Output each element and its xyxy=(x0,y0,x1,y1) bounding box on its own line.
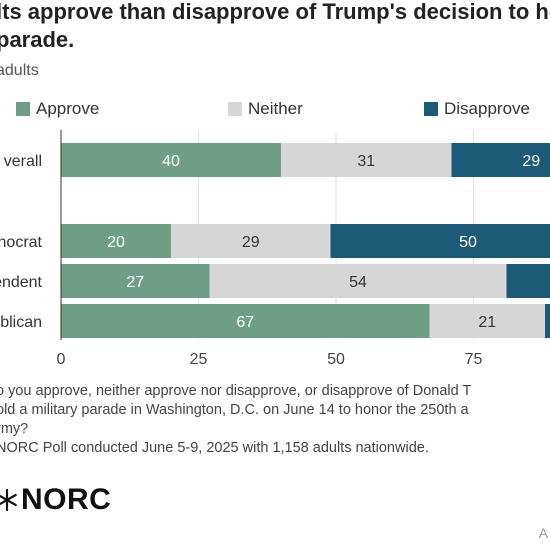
legend-swatch-disapprove xyxy=(424,102,438,116)
question-text: o you approve, neither approve nor disap… xyxy=(0,383,472,437)
x-tick-label-25: 25 xyxy=(190,351,208,368)
bar-neither-3 xyxy=(429,304,545,338)
bar-disapprove-2 xyxy=(506,264,550,298)
data-label-neither-2: 54 xyxy=(349,274,367,291)
category-label-0: verall xyxy=(4,153,42,170)
category-label-3: blican xyxy=(0,314,42,331)
bar-neither-2 xyxy=(209,264,507,298)
legend-item-neither: Neither xyxy=(228,97,303,121)
source-text: NORC Poll conducted June 5-9, 2025 with … xyxy=(0,440,429,456)
data-label-approve-1: 20 xyxy=(107,234,125,251)
data-label-approve-2: 27 xyxy=(126,274,144,291)
data-label-disapprove-1: 50 xyxy=(459,234,477,251)
legend-swatch-neither xyxy=(228,102,242,116)
data-label-approve-0: 40 xyxy=(162,153,180,170)
x-tick-label-0: 0 xyxy=(57,351,66,368)
x-tick-label-50: 50 xyxy=(327,351,345,368)
legend-label-disapprove: Disapprove xyxy=(444,99,530,118)
legend: Approve Neither Disapprove xyxy=(0,97,550,121)
stacked-bar-chart: 40 31 29 verall 20 29 50 nocrat 27 54 endent 67 21 bl… xyxy=(0,130,550,368)
data-label-neither-3: 21 xyxy=(478,314,496,331)
legend-item-approve: Approve xyxy=(16,97,99,121)
category-label-1: nocrat xyxy=(0,234,43,251)
legend-swatch-approve xyxy=(16,102,30,116)
bar-neither-1 xyxy=(171,224,331,258)
logo-wordmark: NORC xyxy=(21,483,112,516)
x-tick-label-75: 75 xyxy=(465,351,483,368)
chart-subtitle: adults xyxy=(0,62,39,79)
legend-label-neither: Neither xyxy=(248,99,303,118)
bar-disapprove-3 xyxy=(545,304,550,338)
category-label-2: endent xyxy=(0,274,43,291)
data-label-approve-3: 67 xyxy=(236,314,254,331)
data-label-neither-0: 31 xyxy=(357,153,375,170)
norc-star-icon xyxy=(0,489,17,511)
chart-title: lts approve than disapprove of Trump's d… xyxy=(0,0,550,52)
bar-neither-0 xyxy=(281,143,452,177)
bar-approve-2 xyxy=(61,264,210,298)
data-label-neither-1: 29 xyxy=(242,234,260,251)
bar-approve-0 xyxy=(61,143,281,177)
bar-approve-1 xyxy=(61,224,171,258)
bar-disapprove-0 xyxy=(451,143,550,177)
bar-approve-3 xyxy=(61,304,430,338)
legend-item-disapprove: Disapprove xyxy=(424,97,530,121)
chart-notes: o you approve, neither approve nor disap… xyxy=(0,382,550,458)
bar-disapprove-1 xyxy=(330,224,550,258)
norc-logo: NORC xyxy=(0,480,111,520)
legend-label-approve: Approve xyxy=(36,99,100,118)
corner-mark: A xyxy=(538,525,548,541)
data-label-disapprove-0: 29 xyxy=(522,153,540,170)
